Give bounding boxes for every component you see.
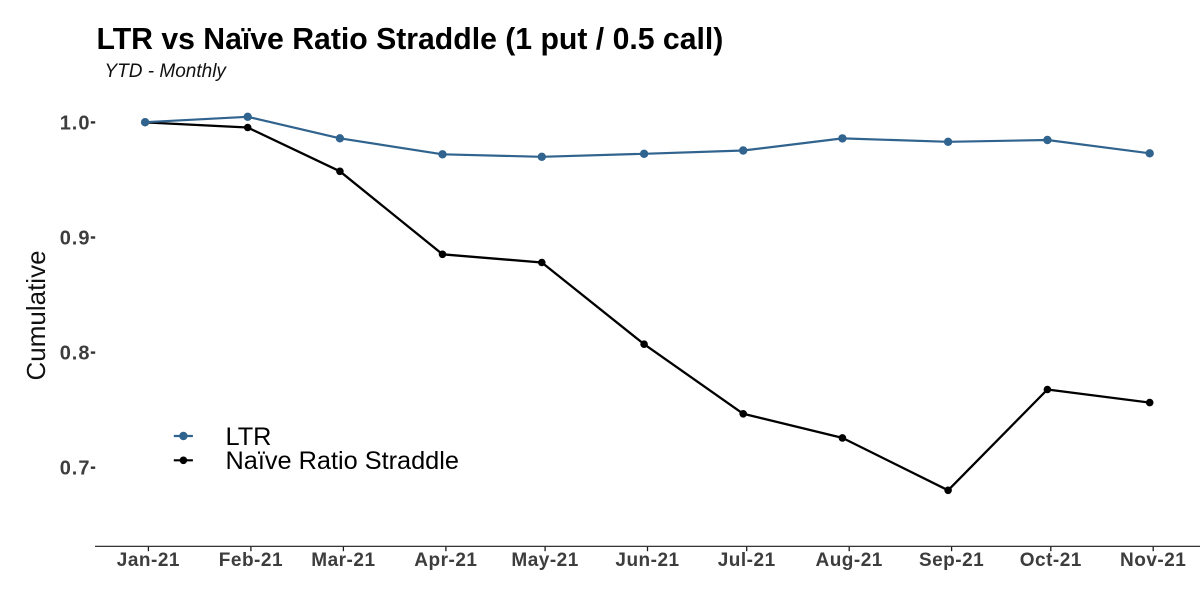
svg-text:Nov-21: Nov-21: [1120, 550, 1186, 571]
svg-text:LTR: LTR: [226, 423, 272, 451]
svg-text:1.0: 1.0: [60, 112, 91, 134]
svg-text:May-21: May-21: [511, 550, 578, 571]
svg-text:Oct-21: Oct-21: [1020, 550, 1082, 571]
svg-text:0.8: 0.8: [60, 343, 91, 365]
svg-text:Cumulative: Cumulative: [21, 250, 51, 380]
svg-text:YTD - Monthly: YTD - Monthly: [105, 61, 228, 82]
svg-text:0.7: 0.7: [60, 458, 91, 480]
svg-text:Apr-21: Apr-21: [414, 550, 477, 571]
svg-text:Feb-21: Feb-21: [219, 550, 283, 571]
svg-text:Naïve Ratio Straddle: Naïve Ratio Straddle: [226, 447, 459, 475]
svg-text:Mar-21: Mar-21: [311, 550, 375, 571]
svg-text:Jan-21: Jan-21: [117, 550, 180, 571]
svg-text:0.9: 0.9: [60, 227, 91, 249]
svg-text:Jul-21: Jul-21: [718, 550, 776, 571]
svg-text:Aug-21: Aug-21: [815, 550, 882, 571]
svg-text:Sep-21: Sep-21: [919, 550, 984, 571]
svg-text:Jun-21: Jun-21: [615, 550, 679, 571]
svg-text:LTR vs Naïve Ratio Straddle (1: LTR vs Naïve Ratio Straddle (1 put / 0.5…: [97, 23, 724, 56]
